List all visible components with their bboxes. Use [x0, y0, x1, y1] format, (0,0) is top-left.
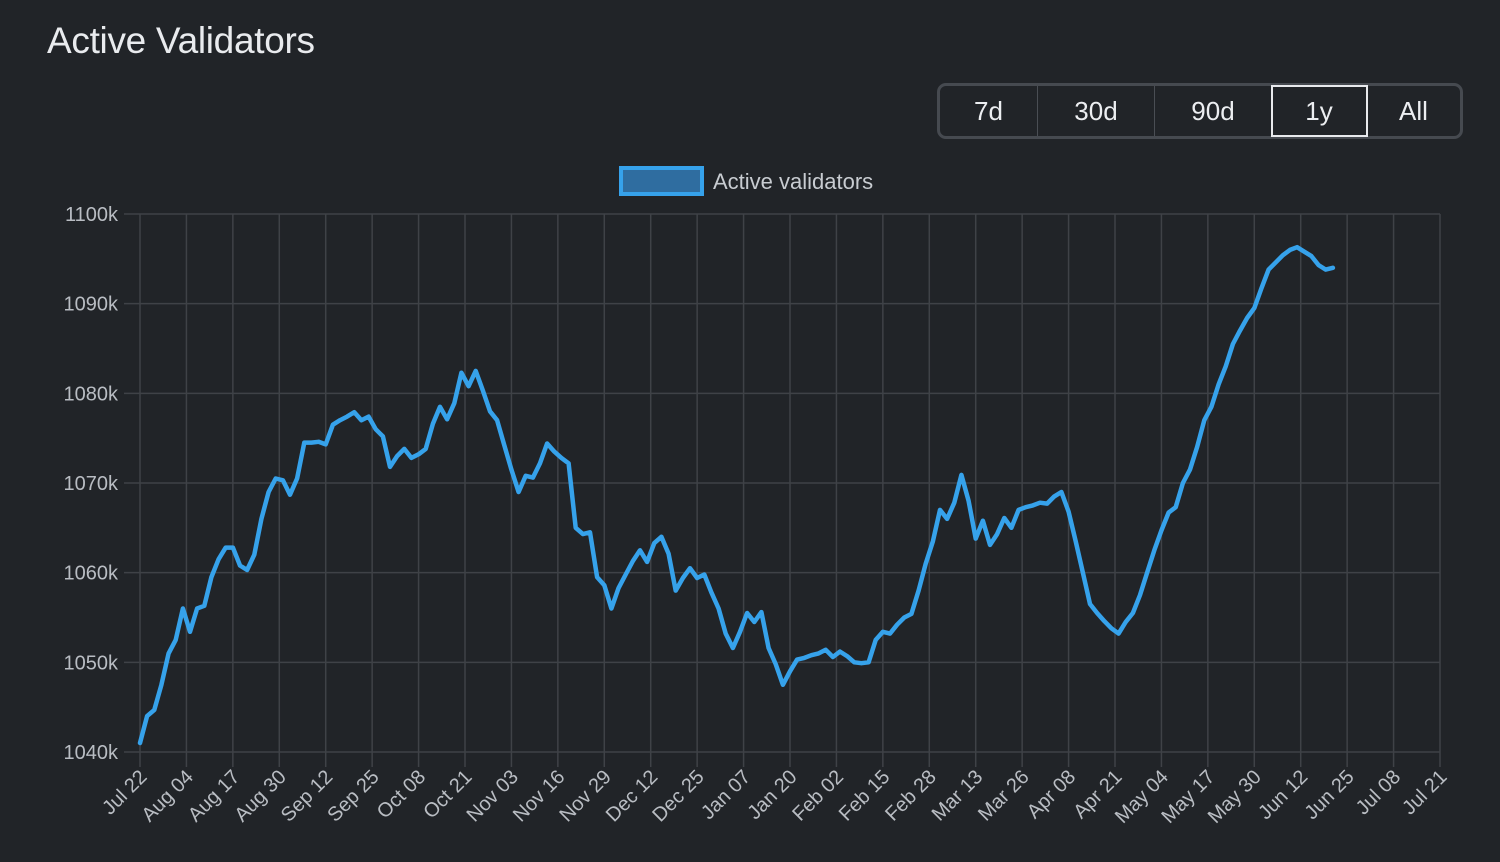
x-tick-label: Nov 29 [555, 766, 615, 826]
x-tick-label: Sep 25 [323, 766, 383, 826]
legend-swatch [619, 166, 704, 196]
series-line-active-validators [137, 244, 1336, 746]
x-tick-label: Dec 12 [602, 766, 662, 826]
x-tick-label: May 30 [1204, 766, 1266, 828]
x-tick-label: Nov 16 [509, 766, 569, 826]
x-tick-label: Dec 25 [648, 766, 708, 826]
x-tick-label: Feb 15 [835, 766, 895, 826]
x-tick-label: Sep 12 [277, 766, 337, 826]
x-tick-label: Oct 08 [373, 766, 430, 823]
y-tick-label: 1100k [65, 204, 119, 226]
page-title: Active Validators [47, 20, 315, 61]
x-tick-label: Feb 28 [881, 766, 941, 826]
x-tick-label: Apr 08 [1023, 766, 1080, 823]
legend-label: Active validators [713, 169, 873, 194]
x-tick-label: Aug 17 [184, 766, 244, 826]
x-tick-label: Jan 07 [697, 766, 755, 824]
x-tick-label: Aug 04 [138, 766, 198, 826]
x-tick-label: Aug 30 [230, 766, 290, 826]
x-tick-label: Jun 25 [1301, 766, 1359, 824]
time-range-selector: 7d 30d 90d 1y All [937, 83, 1463, 139]
y-tick-label: 1080k [64, 383, 119, 405]
range-button-all[interactable]: All [1399, 95, 1428, 126]
y-tick-label: 1040k [64, 742, 119, 764]
x-tick-label: Feb 02 [788, 766, 848, 826]
range-button-1y[interactable]: 1y [1271, 85, 1368, 137]
x-tick-label: Jun 12 [1254, 766, 1312, 824]
chart-grid [124, 213, 1441, 767]
x-tick-label: Nov 03 [463, 766, 523, 826]
y-tick-label: 1060k [64, 563, 119, 585]
chart-legend[interactable]: Active validators [619, 166, 873, 196]
range-button-7d[interactable]: 7d [940, 86, 1038, 136]
range-button-30d[interactable]: 30d [1038, 86, 1155, 136]
y-tick-label: 1070k [64, 473, 119, 495]
x-tick-label: Jul 21 [1398, 766, 1451, 819]
range-button-90d[interactable]: 90d [1155, 86, 1272, 136]
y-tick-label: 1050k [64, 652, 119, 674]
x-tick-label: Jul 08 [1352, 766, 1405, 819]
x-tick-label: Mar 13 [928, 766, 988, 826]
x-tick-label: Mar 26 [974, 766, 1034, 826]
y-tick-label: 1090k [64, 294, 119, 316]
y-axis: 1100k 1090k 1080k 1070k 1060k 1050k 1040k [64, 204, 119, 764]
